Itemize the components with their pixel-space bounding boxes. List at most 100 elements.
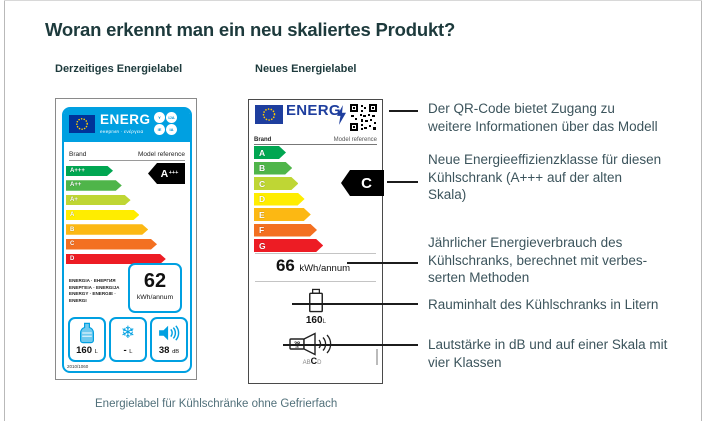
new-fridge-volume-unit: L [322, 318, 327, 325]
class-arrow-f: F [254, 224, 317, 237]
annotation-qr-code: Der QR-Code bietet Zugang zu weitere Inf… [428, 101, 658, 134]
new-fridge-volume-row: 160L [276, 315, 356, 326]
class-arrow-label: C [70, 241, 75, 248]
class-arrow-label: B [259, 163, 266, 173]
eu-flag-icon [255, 105, 283, 124]
class-arrow-label: E [259, 209, 265, 220]
bottle-icon [70, 321, 104, 345]
annotation-efficiency-class: Neue Energieeffizienzklasse für diesen K… [428, 152, 662, 202]
new-energy-consumption: 66 kWh/annum [249, 256, 377, 276]
old-energ-logo: ENERG [100, 112, 151, 127]
old-energy-unit: kWh/annum [136, 294, 174, 301]
old-brand-row: Brand Model reference [69, 145, 185, 161]
snowflake-icon: ❄ [120, 322, 136, 343]
class-arrow-a+: A+ [66, 195, 131, 206]
divider [255, 253, 376, 254]
new-energy-label: ENERG Brand Model reference A B C D E F … [248, 99, 384, 384]
new-energ-logo: ENERG [286, 102, 341, 119]
connector-line-energy [347, 262, 418, 264]
old-noise-value: 38 [158, 345, 170, 356]
old-energ-subtext: енергия · ενέργεια [100, 129, 144, 134]
class-arrow-g: G [254, 239, 323, 252]
old-rating-plus: +++ [168, 169, 179, 176]
frame-right-border [701, 0, 702, 421]
class-arrow-label: A+ [70, 197, 78, 204]
class-arrow-label: A [70, 211, 75, 218]
class-arrow-a: A [254, 146, 286, 159]
connector-line-volume [292, 303, 418, 305]
new-rating-tag: C [341, 170, 384, 196]
old-noise-box: 38 dB [150, 317, 188, 362]
noise-scale-post: D [317, 360, 322, 366]
new-label-heading: Neues Energielabel [255, 63, 357, 75]
noise-scale-pre: AB [302, 360, 311, 366]
class-arrow-c: C [254, 177, 298, 190]
class-arrow-b: B [254, 162, 292, 175]
connector-line-qr [389, 110, 418, 112]
model-reference: Model reference [138, 151, 185, 158]
old-fridge-volume: 160 [76, 345, 92, 356]
old-fridge-volume-box: 160 L [68, 317, 106, 362]
class-arrow-e: E [254, 208, 311, 221]
language-badge: IE [154, 124, 165, 135]
eu-flag-icon [69, 115, 95, 133]
new-energy-value: 66 [275, 256, 295, 275]
old-freezer-volume-unit: L [129, 349, 133, 355]
language-line: ΕΝΕΡΓΕΙΑ · ENERGIJA [69, 284, 120, 290]
old-rating-letter: A [160, 167, 169, 180]
old-regulation-number: 2010/1060 [67, 364, 89, 369]
class-arrow-label: G [259, 240, 266, 251]
old-language-lines: ENERGIA · ЕНЕРГИЯ ΕΝΕΡΓΕΙΑ · ENERGIJA EN… [69, 278, 127, 304]
brand-name: Brand [254, 137, 272, 143]
bottom-caption: Energielabel für Kühlschränke ohne Gefri… [95, 398, 338, 410]
new-brand-row: Brand Model reference [254, 133, 377, 145]
class-arrow-a++: A++ [66, 180, 122, 191]
new-rating-letter: C [361, 174, 372, 192]
page-title: Woran erkennt man ein neu skaliertes Pro… [45, 19, 456, 40]
speaker-icon [152, 321, 186, 345]
old-energ-language-badges: Y IJA IE IA [154, 112, 180, 135]
class-arrow-label: D [259, 194, 266, 204]
frame-top-border [4, 0, 702, 1]
class-arrow-a+++: A+++ [66, 166, 113, 177]
old-energy-consumption-box: 62 kWh/annum [128, 263, 182, 313]
old-freezer-volume: - [123, 345, 127, 356]
old-label-frame: ENERG енергия · ενέργεια Y IJA IE IA Bra… [62, 107, 192, 373]
old-freezer-volume-box: ❄ - L [109, 317, 147, 362]
old-rating-tag: A +++ [148, 163, 185, 184]
language-line: ENERGIA · ЕНЕРГИЯ [69, 278, 116, 283]
language-badge: IJA [166, 112, 177, 123]
noise-scale-class: C [310, 356, 318, 366]
old-fridge-volume-unit: L [94, 349, 98, 355]
qr-code-icon [349, 103, 378, 132]
class-arrow-d: D [254, 193, 305, 206]
language-line: ENERGY · ENERGIE · ENERGI [69, 291, 116, 303]
annotation-energy-consumption: Jährlicher Energieverbrauch des Kühlschr… [428, 235, 648, 285]
class-arrow-label: A++ [70, 182, 82, 189]
class-arrow-a: A [66, 210, 139, 221]
class-arrow-label: C [259, 178, 266, 189]
class-arrow-c: C [66, 239, 157, 250]
lightning-bolt-icon [337, 105, 346, 125]
old-energy-label: ENERG енергия · ενέργεια Y IJA IE IA Bra… [55, 98, 197, 380]
class-arrow-d: D [66, 254, 166, 265]
divider [255, 281, 376, 282]
noise-class-scale: ABCD [289, 356, 335, 366]
new-fridge-volume: 160 [305, 315, 323, 326]
language-badge: IA [166, 124, 177, 135]
old-energy-value: 62 [143, 270, 167, 292]
new-energy-unit: kWh/annum [299, 263, 351, 274]
connector-line-noise [283, 344, 418, 346]
regulation-code-vertical [376, 349, 378, 365]
old-noise-unit: dB [172, 349, 180, 355]
class-arrow-label: D [70, 255, 75, 262]
annotation-volume: Rauminhalt des Kühlschranks in Litern [428, 297, 659, 312]
fridge-icon [309, 288, 323, 313]
class-arrow-label: A+++ [70, 167, 85, 174]
model-reference: Model reference [333, 137, 377, 143]
old-label-heading: Derzeitiges Energielabel [55, 63, 183, 75]
annotation-noise: Lautstärke in dB und auf einer Skala mit… [428, 337, 668, 370]
language-badge: Y [154, 112, 165, 123]
connector-line-class [387, 181, 418, 183]
